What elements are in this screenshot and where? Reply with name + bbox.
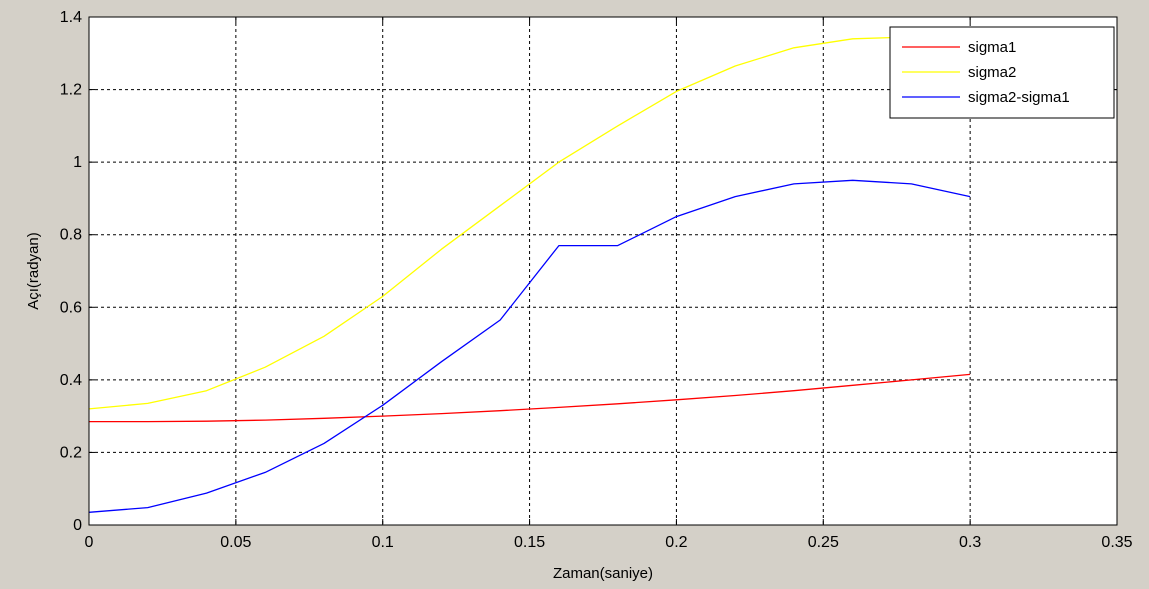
y-axis-label: Açı(radyan)	[25, 232, 42, 310]
y-tick-label: 1.2	[60, 82, 82, 99]
legend-label-sigma2: sigma2	[968, 64, 1016, 81]
x-tick-label: 0.15	[514, 534, 545, 551]
x-tick-label: 0.2	[665, 534, 687, 551]
y-tick-label: 0.4	[60, 372, 82, 389]
y-tick-label: 0	[73, 517, 82, 534]
x-axis-label: Zaman(saniye)	[553, 565, 653, 582]
x-tick-label: 0.25	[808, 534, 839, 551]
y-tick-label: 0.8	[60, 227, 82, 244]
y-tick-labels: 0 0.2 0.4 0.6 0.8 1 1.2 1.4	[60, 9, 82, 534]
legend: sigma1 sigma2 sigma2-sigma1	[889, 26, 1115, 119]
series-line-sigma1	[89, 373, 971, 423]
axes-frame	[88, 16, 1118, 526]
y-tick-label: 1.4	[60, 9, 82, 26]
series-lines	[88, 36, 971, 513]
y-tick-label: 1	[73, 154, 82, 171]
y-tick-label: 0.2	[60, 444, 82, 461]
y-tick-label: 0.6	[60, 299, 82, 316]
x-tick-label: 0.05	[220, 534, 251, 551]
series-line-sigma2-sigma1	[88, 179, 971, 513]
x-tick-label: 0.3	[959, 534, 981, 551]
series-line-sigma2	[88, 36, 912, 410]
legend-label-sigma2-sigma1: sigma2-sigma1	[968, 89, 1070, 106]
x-tick-label: 0.1	[372, 534, 394, 551]
x-tick-label: 0	[85, 534, 94, 551]
legend-items: sigma1 sigma2 sigma2-sigma1	[902, 39, 1070, 106]
legend-label-sigma1: sigma1	[968, 39, 1016, 56]
x-tick-label: 0.35	[1101, 534, 1132, 551]
x-tick-labels: 0 0.05 0.1 0.15 0.2 0.25 0.3 0.35	[85, 534, 1133, 551]
